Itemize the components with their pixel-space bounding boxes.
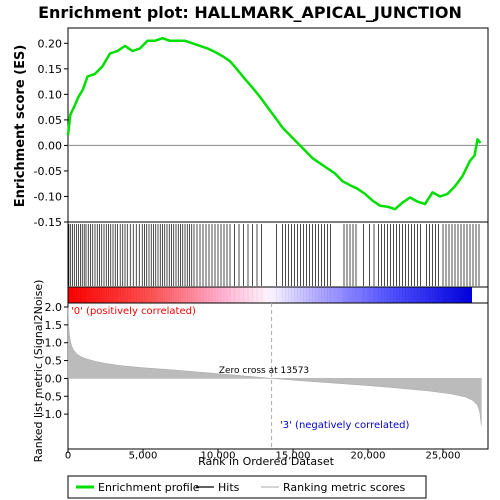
chart-title: Enrichment plot: HALLMARK_APICAL_JUNCTIO… xyxy=(38,3,462,22)
metric-tick-label: 2.0 xyxy=(45,301,63,314)
ranking-metric-area xyxy=(67,306,482,426)
hits-panel xyxy=(67,221,489,288)
negative-class-label: '3' (negatively correlated) xyxy=(280,420,409,431)
heat-bar-stripes xyxy=(68,288,471,302)
ranking-metric-series xyxy=(67,306,482,426)
x-tick-label: 0 xyxy=(65,450,71,461)
es-tick-label: -0.05 xyxy=(34,165,62,178)
metric-tick-label: 0.0 xyxy=(45,372,63,385)
legend: Enrichment profile Hits Ranking metric sco… xyxy=(76,481,405,494)
x-tick-label: 15,000 xyxy=(276,450,311,461)
es-panel xyxy=(67,27,489,223)
x-tick-label: 20,000 xyxy=(351,450,386,461)
zero-cross-label: Zero cross at 13573 xyxy=(219,366,309,376)
metric-tick-label: -1.0 xyxy=(41,408,62,421)
positive-class-label: '0' (positively correlated) xyxy=(71,306,196,317)
es-tick-label: -0.10 xyxy=(34,190,62,203)
enrichment-profile-line xyxy=(66,36,482,211)
metric-tick-label: 0.5 xyxy=(45,355,63,368)
es-tick-label: 0.20 xyxy=(38,37,63,50)
x-tick-label: 5,000 xyxy=(129,450,158,461)
legend-label: Hits xyxy=(218,481,240,494)
enrichment-profile-series xyxy=(66,36,482,211)
metric-axis: -1.0 -0.5 0.0 0.5 1.0 1.5 2.0 xyxy=(41,301,68,421)
x-axis-label: Rank in Ordered Dataset xyxy=(198,455,335,468)
es-tick-label: 0.15 xyxy=(38,63,63,76)
x-axis: 0 5,000 10,000 15,000 20,000 25,000 xyxy=(65,449,461,461)
es-tick-label: 0.10 xyxy=(38,88,63,101)
hits-series xyxy=(68,224,480,286)
metric-axis-label: Ranked list metric (Signal2Noise) xyxy=(32,280,45,463)
legend-box xyxy=(67,475,427,499)
legend-label: Enrichment profile xyxy=(98,481,200,494)
es-axis-label: Enrichment score (ES) xyxy=(13,45,28,208)
es-tick-label: -0.15 xyxy=(34,216,62,229)
es-axis: -0.15 -0.10 -0.05 0.00 0.05 0.10 0.15 0.20 xyxy=(34,37,68,229)
es-tick-label: 0.05 xyxy=(38,114,63,127)
x-tick-label: 10,000 xyxy=(201,450,236,461)
heat-bar xyxy=(68,287,472,303)
es-tick-label: 0.00 xyxy=(38,139,63,152)
metric-tick-label: 1.5 xyxy=(45,319,63,332)
x-tick-label: 25,000 xyxy=(426,450,461,461)
metric-tick-label: 1.0 xyxy=(45,337,63,350)
legend-label: Ranking metric scores xyxy=(283,481,405,494)
metric-tick-label: -0.5 xyxy=(41,390,62,403)
